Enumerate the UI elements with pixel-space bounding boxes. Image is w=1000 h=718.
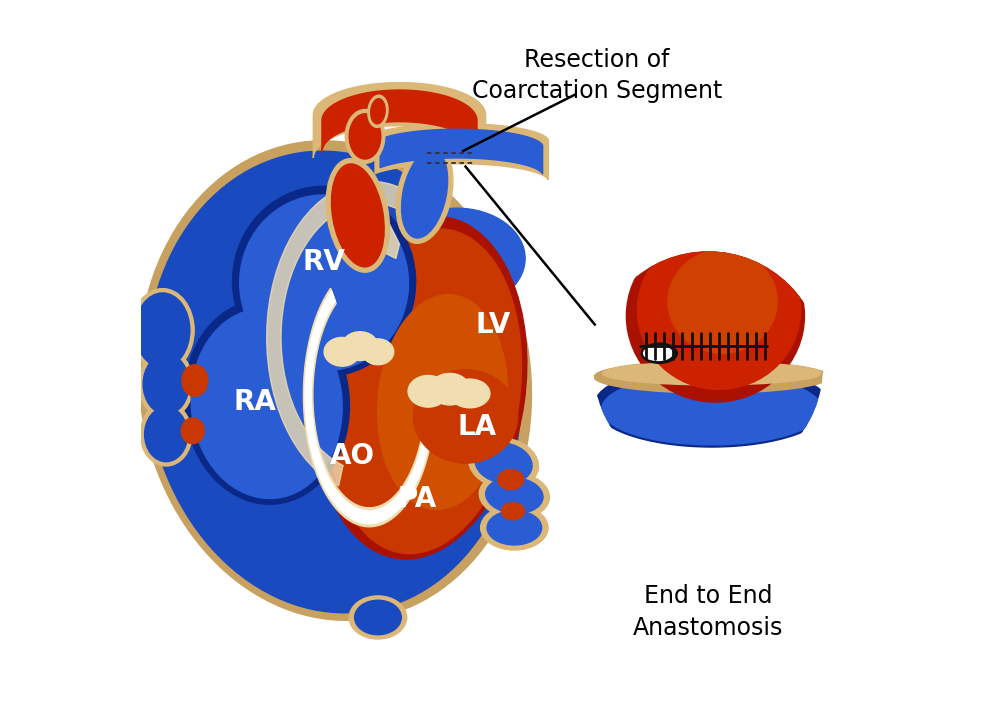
Text: LA: LA (457, 414, 497, 441)
Ellipse shape (233, 187, 416, 376)
Ellipse shape (324, 337, 360, 366)
Ellipse shape (328, 229, 522, 554)
Text: RA: RA (233, 388, 276, 416)
Ellipse shape (486, 477, 543, 513)
Ellipse shape (315, 216, 527, 559)
Polygon shape (313, 83, 486, 158)
Text: End to End
Anastomosis: End to End Anastomosis (633, 584, 783, 640)
Text: LV: LV (475, 311, 510, 338)
Ellipse shape (182, 365, 208, 396)
Ellipse shape (140, 403, 192, 466)
Ellipse shape (371, 99, 385, 123)
Polygon shape (305, 291, 433, 523)
Ellipse shape (603, 362, 821, 385)
Ellipse shape (487, 510, 542, 545)
Ellipse shape (594, 361, 830, 393)
Ellipse shape (450, 379, 490, 408)
Ellipse shape (135, 293, 190, 368)
Ellipse shape (498, 470, 524, 490)
Ellipse shape (326, 159, 389, 272)
Ellipse shape (345, 109, 385, 163)
Ellipse shape (430, 373, 470, 405)
Ellipse shape (143, 354, 189, 414)
Ellipse shape (481, 505, 548, 550)
Ellipse shape (668, 250, 777, 353)
Ellipse shape (408, 376, 448, 407)
Ellipse shape (644, 346, 672, 360)
Ellipse shape (501, 503, 524, 520)
Text: Resection of
Coarctation Segment: Resection of Coarctation Segment (472, 47, 722, 103)
Ellipse shape (637, 231, 801, 389)
Polygon shape (380, 129, 543, 174)
Ellipse shape (349, 113, 381, 159)
Ellipse shape (146, 151, 521, 612)
Ellipse shape (355, 600, 401, 635)
Circle shape (593, 251, 823, 481)
Text: PA: PA (398, 485, 437, 513)
Ellipse shape (378, 294, 508, 510)
Ellipse shape (191, 309, 342, 498)
Polygon shape (353, 215, 399, 258)
Ellipse shape (396, 144, 453, 243)
Polygon shape (375, 123, 548, 180)
Ellipse shape (138, 141, 531, 620)
Ellipse shape (240, 195, 408, 370)
Ellipse shape (139, 350, 193, 419)
Ellipse shape (475, 443, 532, 483)
Ellipse shape (389, 208, 525, 309)
Ellipse shape (626, 230, 804, 402)
Ellipse shape (479, 472, 549, 518)
Ellipse shape (641, 343, 677, 363)
Ellipse shape (413, 370, 518, 463)
Ellipse shape (469, 437, 539, 489)
Ellipse shape (402, 150, 448, 238)
Ellipse shape (331, 164, 384, 267)
Ellipse shape (368, 95, 388, 127)
Ellipse shape (349, 596, 407, 639)
Ellipse shape (342, 332, 378, 360)
Polygon shape (267, 182, 432, 486)
Ellipse shape (145, 407, 188, 462)
Ellipse shape (181, 418, 204, 444)
Text: RV: RV (303, 248, 346, 276)
Text: AO: AO (330, 442, 375, 470)
Ellipse shape (594, 364, 830, 447)
Ellipse shape (184, 300, 349, 504)
Polygon shape (322, 90, 477, 152)
Ellipse shape (602, 373, 822, 445)
Polygon shape (303, 288, 434, 527)
Ellipse shape (362, 339, 394, 365)
Ellipse shape (131, 289, 194, 372)
